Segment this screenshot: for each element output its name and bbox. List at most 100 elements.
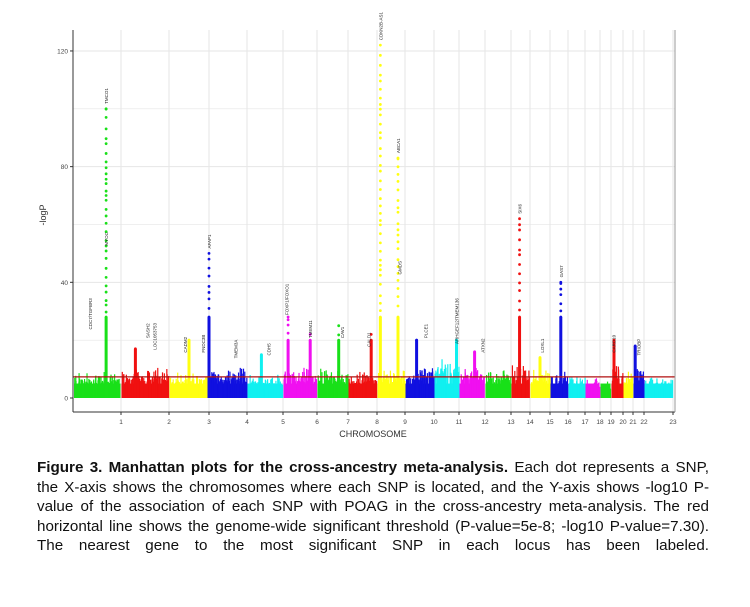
data-point-column (341, 379, 343, 398)
data-point (559, 293, 563, 297)
data-point-column (231, 377, 233, 398)
data-point-column (545, 381, 548, 398)
data-point-column (331, 377, 333, 398)
data-point-column (435, 370, 437, 398)
data-point-column (414, 379, 416, 398)
data-point (378, 73, 382, 77)
data-point-column (110, 377, 112, 398)
data-point-column (271, 378, 273, 398)
gene-label: PLCE1 (423, 323, 428, 338)
data-point-column (375, 380, 377, 398)
data-point-column (155, 370, 157, 398)
data-point (207, 274, 211, 278)
data-point-column (598, 382, 600, 398)
data-point-column (315, 381, 317, 398)
data-point-column (464, 369, 466, 398)
data-point-column (505, 377, 507, 398)
data-point-column (604, 386, 606, 398)
data-point-column (489, 380, 491, 398)
data-point-column (584, 377, 586, 398)
data-point-column (580, 385, 582, 398)
data-point (104, 182, 108, 185)
data-point (559, 287, 563, 291)
data-point (559, 315, 563, 319)
data-point-column (387, 379, 389, 398)
data-point-column (573, 385, 575, 398)
data-point-column (670, 387, 672, 398)
gene-label: CALD1 (366, 332, 371, 347)
data-point-column (381, 382, 383, 398)
data-point-column (597, 383, 599, 398)
data-point (104, 275, 108, 279)
data-point-column (305, 376, 307, 398)
data-point-column (298, 378, 300, 398)
data-point (396, 315, 400, 319)
data-point-column (265, 385, 267, 398)
data-point-column (294, 381, 296, 398)
data-point-column (502, 371, 504, 398)
data-point-column (153, 371, 155, 398)
data-point-column (576, 377, 578, 398)
data-point-column (425, 377, 428, 398)
x-tick-label: 13 (507, 419, 515, 426)
data-point-column (94, 383, 96, 398)
data-point (378, 282, 382, 286)
gene-label: CDH5 (267, 343, 272, 356)
data-point-column (264, 385, 266, 398)
data-point-column (99, 383, 101, 398)
data-point-column (625, 382, 627, 398)
data-point-column (114, 380, 116, 398)
data-point-column (126, 378, 128, 398)
data-point-column (206, 383, 208, 398)
data-point (104, 189, 108, 193)
data-point (378, 179, 382, 183)
data-point-column (186, 383, 188, 398)
data-point (104, 107, 108, 111)
data-point-column (386, 381, 388, 398)
data-point-column (353, 383, 356, 398)
x-tick-label: 20 (619, 419, 627, 426)
data-point (104, 299, 108, 302)
x-tick-label: 2 (167, 419, 171, 426)
data-point-column (232, 382, 234, 398)
data-point-column (536, 380, 538, 398)
data-point (308, 332, 312, 336)
data-point-column (636, 376, 638, 398)
data-point-column (479, 378, 481, 398)
data-point-column (589, 385, 591, 398)
data-point-column (666, 384, 669, 398)
data-point-column (466, 375, 468, 398)
data-point (104, 115, 108, 119)
data-point-column (199, 379, 201, 398)
data-point (104, 198, 108, 202)
data-point-column (573, 383, 576, 398)
data-point-column (185, 375, 187, 398)
data-point-column (558, 383, 560, 398)
data-point-column (162, 381, 164, 398)
data-point-column (564, 376, 566, 398)
data-point-column (627, 371, 630, 398)
data-point (378, 147, 382, 150)
data-point-column (543, 381, 545, 398)
data-point-column (432, 379, 434, 398)
x-tick-label: 5 (281, 419, 285, 426)
data-point-column (363, 375, 365, 398)
data-point (286, 318, 290, 322)
data-point-column (256, 383, 258, 398)
data-point-column (219, 379, 222, 398)
data-point-column (395, 379, 397, 398)
data-point-column (97, 380, 99, 398)
data-point-column (251, 380, 253, 398)
data-point-column (601, 389, 603, 398)
data-point-column (165, 382, 167, 398)
data-point-column (516, 380, 518, 398)
data-point-column (100, 383, 102, 398)
peak-column (369, 340, 373, 398)
data-point-column (169, 378, 172, 398)
x-tick-label: 19 (607, 419, 615, 426)
data-point (396, 188, 400, 192)
data-point-column (164, 381, 166, 398)
peak-column (187, 340, 191, 398)
x-tick-label: 8 (375, 419, 379, 426)
data-point-column (426, 373, 429, 398)
